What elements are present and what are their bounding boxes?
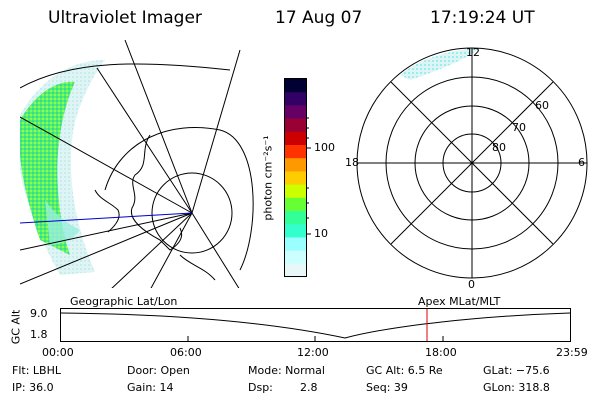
colorbar-segment [285, 92, 306, 106]
altitude-timeline [60, 308, 571, 342]
info-glat: GLat: −75.6 [483, 364, 550, 377]
altitude-axis-label: GC Alt [9, 309, 23, 345]
intensity-colorbar [284, 78, 311, 278]
info-door: Door: Open [127, 364, 190, 377]
info-gc-alt: GC Alt: 6.5 Re [366, 364, 443, 377]
colorbar-segment [285, 131, 306, 146]
altitude-curve [60, 312, 571, 339]
colorbar-segment [285, 79, 306, 93]
info-gain: Gain: 14 [127, 381, 174, 394]
time-tick-0000: 00:00 [42, 346, 74, 359]
mlat-label-60: 60 [535, 99, 549, 112]
colorbar-segment [285, 197, 306, 212]
image-date: 17 Aug 07 [275, 8, 363, 28]
colorbar-segment [285, 237, 306, 252]
colorbar-tick-100: 100 [314, 141, 335, 154]
colorbar-segment [285, 158, 306, 172]
colorbar-segment [285, 118, 306, 133]
colorbar-segment [285, 263, 306, 278]
mlt-label-6: 6 [578, 156, 585, 169]
apex-label: Apex MLat/MLT [418, 295, 501, 308]
info-filter: Flt: LBHL [12, 364, 61, 377]
altitude-tick-1-8: 1.8 [30, 328, 48, 341]
mlt-label-0: 0 [468, 278, 475, 291]
time-tick-1200: 12:00 [297, 346, 329, 359]
time-tick-1800: 18:00 [425, 346, 457, 359]
colorbar-segment [285, 105, 306, 120]
aurora-polar-region [400, 48, 480, 80]
colorbar-segment [285, 211, 306, 225]
info-ip: IP: 36.0 [12, 381, 54, 394]
time-tick-0600: 06:00 [170, 346, 202, 359]
colorbar-segment [285, 171, 306, 186]
info-glon: GLon: 318.8 [483, 381, 550, 394]
mlat-label-80: 80 [492, 141, 506, 154]
colorbar-unit-label: photon cm⁻²s⁻¹ [261, 135, 275, 221]
colorbar-tick-10: 10 [314, 227, 328, 240]
time-tick-2359: 23:59 [556, 346, 588, 359]
info-dsp-value: 2.8 [300, 381, 318, 394]
mlat-label-70: 70 [512, 121, 526, 134]
altitude-tick-9: 9.0 [30, 307, 48, 320]
info-seq: Seq: 39 [366, 381, 408, 394]
info-mode: Mode: Normal [248, 364, 325, 377]
info-dsp: Dsp: [248, 381, 273, 394]
colorbar-segment [285, 224, 306, 238]
image-time: 17:19:24 UT [430, 8, 535, 28]
colorbar-segment [285, 145, 306, 159]
geographic-auroral-image [20, 40, 254, 288]
mlt-label-18: 18 [345, 156, 359, 169]
magnetic-polar-plot [356, 47, 588, 279]
colorbar-segment [285, 250, 306, 265]
mlt-label-12: 12 [466, 46, 480, 59]
geographic-label: Geographic Lat/Lon [70, 295, 178, 308]
app-title: Ultraviolet Imager [48, 8, 202, 28]
colorbar-segment [285, 184, 306, 199]
